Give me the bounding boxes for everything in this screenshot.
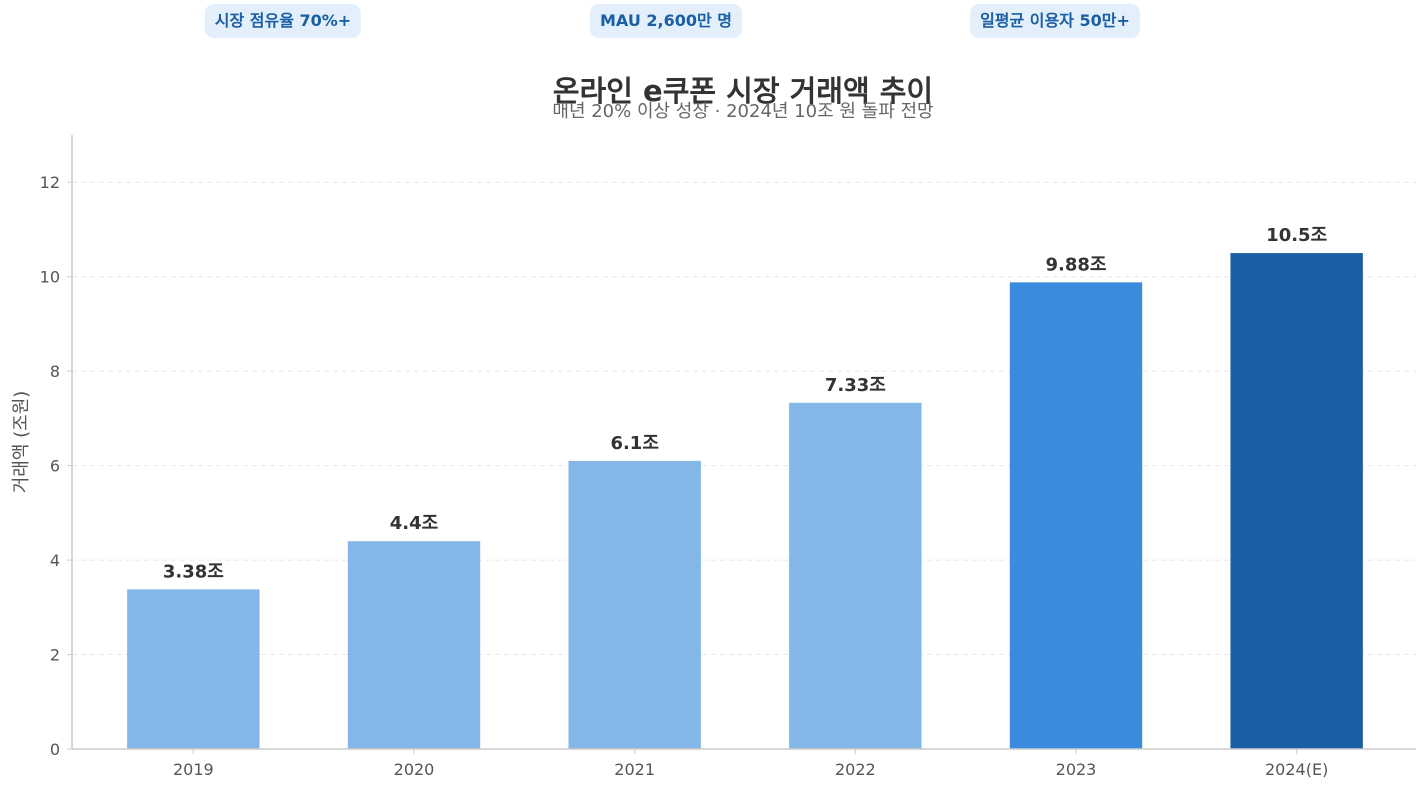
x-tick-label: 2022 — [835, 760, 876, 779]
y-axis-label: 거래액 (조원) — [11, 391, 32, 494]
badge-daily-users: 일평균 이용자 50만+ — [970, 4, 1140, 38]
data-label: 7.33조 — [825, 375, 886, 396]
y-tick-label: 4 — [50, 551, 60, 570]
data-labels: 3.38조 4.4조 6.1조 7.33조 9.88조 10.5조 — [163, 225, 1327, 582]
x-tick-label: 2019 — [173, 760, 214, 779]
y-tick-label: 0 — [50, 740, 60, 759]
bars — [127, 253, 1363, 750]
chart-subtitle: 매년 20% 이상 성장 · 2024년 10조 원 돌파 전망 — [552, 101, 933, 122]
data-label: 10.5조 — [1266, 225, 1327, 246]
bar-2023 — [1009, 282, 1143, 749]
y-tick-label: 12 — [40, 173, 60, 192]
x-tick-label: 2020 — [394, 760, 435, 779]
x-tick-label: 2023 — [1056, 760, 1097, 779]
y-tick-label: 6 — [50, 457, 60, 476]
gridlines — [72, 181, 1416, 656]
y-tick-label: 10 — [40, 268, 60, 287]
bar-2020 — [347, 541, 481, 749]
x-tick-label: 2024(E) — [1265, 760, 1328, 779]
y-tick-label: 2 — [50, 646, 60, 665]
data-label: 3.38조 — [163, 561, 224, 582]
bar-2024(E) — [1230, 253, 1363, 750]
y-tick-label: 8 — [50, 362, 60, 381]
data-label: 6.1조 — [610, 433, 658, 454]
bar-2022 — [789, 402, 922, 749]
axes: 0 2 4 6 8 10 12 2019 2020 2021 2022 2023 2024(E) — [40, 135, 1416, 779]
bar-2019 — [127, 589, 260, 749]
data-label: 9.88조 — [1046, 254, 1107, 275]
badge-market-share: 시장 점유율 70%+ — [204, 4, 362, 38]
badge-mau: MAU 2,600만 명 — [590, 4, 742, 38]
data-label: 4.4조 — [390, 513, 438, 534]
bar-2021 — [568, 460, 701, 749]
x-tick-label: 2021 — [614, 760, 655, 779]
chart-title: 온라인 e쿠폰 시장 거래액 추이 — [553, 74, 933, 108]
